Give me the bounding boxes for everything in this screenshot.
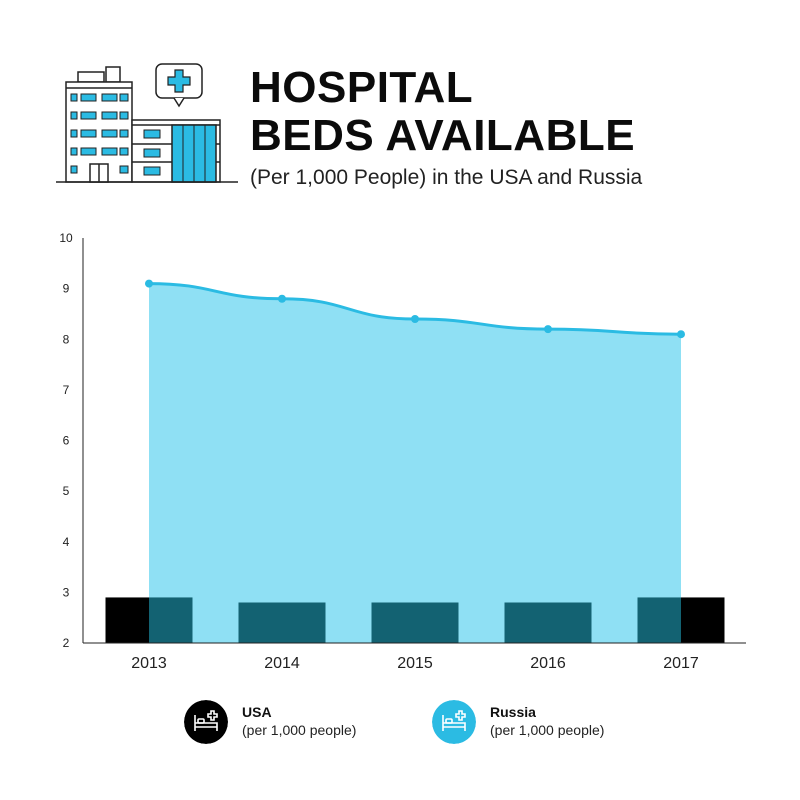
russia-point-2015 bbox=[411, 315, 419, 323]
russia-bed-icon bbox=[432, 700, 476, 744]
chart-title-line2: BEDS AVAILABLE bbox=[250, 111, 636, 160]
chart-subtitle: (Per 1,000 People) in the USA and Russia bbox=[250, 166, 643, 189]
x-tick-label-2016: 2016 bbox=[530, 655, 566, 672]
russia-area bbox=[149, 283, 681, 643]
legend-unit-usa: (per 1,000 people) bbox=[242, 722, 357, 738]
x-tick-label-2015: 2015 bbox=[397, 655, 433, 672]
y-tick-label: 5 bbox=[63, 484, 70, 498]
usa-russia-overlap-2015 bbox=[371, 602, 459, 643]
usa-russia-overlap-2016 bbox=[504, 602, 592, 643]
x-tick-label-2013: 2013 bbox=[131, 655, 167, 672]
y-tick-label: 6 bbox=[63, 434, 70, 448]
usa-bed-icon bbox=[184, 700, 228, 744]
usa-russia-overlap-2017 bbox=[637, 597, 681, 643]
russia-point-2016 bbox=[544, 325, 552, 334]
usa-russia-overlap-2014 bbox=[238, 602, 326, 643]
x-tick-label-2017: 2017 bbox=[663, 655, 699, 672]
legend-unit-russia: (per 1,000 people) bbox=[490, 722, 605, 738]
y-tick-label: 4 bbox=[63, 535, 70, 549]
y-tick-label: 9 bbox=[63, 282, 70, 296]
y-tick-label: 3 bbox=[63, 585, 70, 599]
x-tick-label-2014: 2014 bbox=[264, 655, 300, 672]
hospital-beds-chart: 2 3 4 5 6 7 8 9 10 2013 2014 2015 2016 2017 bbox=[59, 231, 746, 672]
y-tick-label: 2 bbox=[63, 636, 70, 650]
russia-point-2017 bbox=[677, 330, 685, 339]
russia-point-2013 bbox=[145, 279, 153, 288]
legend-label-russia: Russia bbox=[490, 704, 536, 720]
y-tick-label: 10 bbox=[59, 231, 73, 245]
chart-title-line1: HOSPITAL bbox=[250, 63, 474, 112]
y-tick-label: 7 bbox=[63, 383, 70, 397]
y-tick-label: 8 bbox=[63, 332, 70, 346]
russia-point-2014 bbox=[278, 294, 286, 303]
usa-russia-overlap-2013 bbox=[149, 597, 193, 643]
hospital-building-icon bbox=[56, 63, 238, 183]
legend-label-usa: USA bbox=[242, 704, 272, 720]
